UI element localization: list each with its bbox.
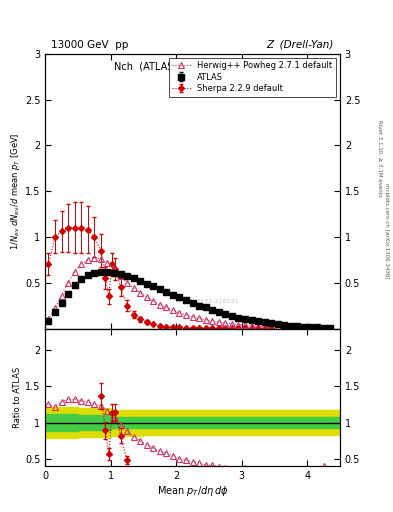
Text: ATLAS-2171-226531: ATLAS-2171-226531 xyxy=(176,298,239,304)
Herwig++ Powheg 2.7.1 default xyxy=(151,298,156,304)
Herwig++ Powheg 2.7.1 default xyxy=(249,323,254,329)
Herwig++ Powheg 2.7.1 default xyxy=(112,266,116,272)
Herwig++ Powheg 2.7.1 default xyxy=(164,305,169,311)
Herwig++ Powheg 2.7.1 default xyxy=(315,325,320,331)
Text: Z  (Drell-Yan): Z (Drell-Yan) xyxy=(267,39,334,50)
Herwig++ Powheg 2.7.1 default xyxy=(118,273,123,280)
Herwig++ Powheg 2.7.1 default xyxy=(223,320,228,326)
Herwig++ Powheg 2.7.1 default xyxy=(46,316,51,323)
Herwig++ Powheg 2.7.1 default xyxy=(66,280,70,286)
Herwig++ Powheg 2.7.1 default xyxy=(131,285,136,291)
Line: Herwig++ Powheg 2.7.1 default: Herwig++ Powheg 2.7.1 default xyxy=(46,255,333,331)
Herwig++ Powheg 2.7.1 default xyxy=(328,325,332,331)
Text: Rivet 3.1.10, ≥ 3.1M events: Rivet 3.1.10, ≥ 3.1M events xyxy=(377,120,382,197)
Herwig++ Powheg 2.7.1 default xyxy=(301,325,306,331)
Herwig++ Powheg 2.7.1 default xyxy=(275,324,280,330)
Herwig++ Powheg 2.7.1 default xyxy=(321,325,326,331)
Herwig++ Powheg 2.7.1 default xyxy=(210,318,215,324)
Herwig++ Powheg 2.7.1 default xyxy=(256,323,261,329)
X-axis label: Mean $p_T$/$d\eta\,d\phi$: Mean $p_T$/$d\eta\,d\phi$ xyxy=(157,483,228,498)
Herwig++ Powheg 2.7.1 default xyxy=(230,321,234,327)
Herwig++ Powheg 2.7.1 default xyxy=(59,292,64,298)
Y-axis label: $1/N_{\rm ev}$ $dN_{\rm ev}/d$ mean $p_T$ [GeV]: $1/N_{\rm ev}$ $dN_{\rm ev}/d$ mean $p_T… xyxy=(9,133,22,250)
Herwig++ Powheg 2.7.1 default xyxy=(144,294,149,301)
Herwig++ Powheg 2.7.1 default xyxy=(72,269,77,275)
Herwig++ Powheg 2.7.1 default xyxy=(177,310,182,316)
Herwig++ Powheg 2.7.1 default xyxy=(99,256,103,262)
Herwig++ Powheg 2.7.1 default xyxy=(197,315,202,322)
Herwig++ Powheg 2.7.1 default xyxy=(236,322,241,328)
Text: mcplots.cern.ch [arXiv:1306.3436]: mcplots.cern.ch [arXiv:1306.3436] xyxy=(384,183,389,278)
Herwig++ Powheg 2.7.1 default xyxy=(125,280,129,286)
Herwig++ Powheg 2.7.1 default xyxy=(203,317,208,323)
Herwig++ Powheg 2.7.1 default xyxy=(190,313,195,319)
Herwig++ Powheg 2.7.1 default xyxy=(242,322,247,328)
Herwig++ Powheg 2.7.1 default xyxy=(269,324,274,330)
Herwig++ Powheg 2.7.1 default xyxy=(79,261,84,267)
Text: 13000 GeV  pp: 13000 GeV pp xyxy=(51,39,129,50)
Herwig++ Powheg 2.7.1 default xyxy=(138,290,143,296)
Legend: Herwig++ Powheg 2.7.1 default, ATLAS, Sherpa 2.2.9 default: Herwig++ Powheg 2.7.1 default, ATLAS, Sh… xyxy=(169,58,336,97)
Herwig++ Powheg 2.7.1 default xyxy=(184,312,188,318)
Herwig++ Powheg 2.7.1 default xyxy=(295,325,300,331)
Herwig++ Powheg 2.7.1 default xyxy=(288,325,293,331)
Herwig++ Powheg 2.7.1 default xyxy=(85,257,90,263)
Herwig++ Powheg 2.7.1 default xyxy=(282,324,286,330)
Y-axis label: Ratio to ATLAS: Ratio to ATLAS xyxy=(13,367,22,428)
Herwig++ Powheg 2.7.1 default xyxy=(308,325,313,331)
Herwig++ Powheg 2.7.1 default xyxy=(217,319,221,325)
Herwig++ Powheg 2.7.1 default xyxy=(171,307,175,313)
Herwig++ Powheg 2.7.1 default xyxy=(105,260,110,266)
Text: Nch  (ATLAS UE in Z production): Nch (ATLAS UE in Z production) xyxy=(114,62,271,72)
Herwig++ Powheg 2.7.1 default xyxy=(92,255,97,261)
Herwig++ Powheg 2.7.1 default xyxy=(158,302,162,308)
Herwig++ Powheg 2.7.1 default xyxy=(262,324,267,330)
Herwig++ Powheg 2.7.1 default xyxy=(53,305,57,311)
